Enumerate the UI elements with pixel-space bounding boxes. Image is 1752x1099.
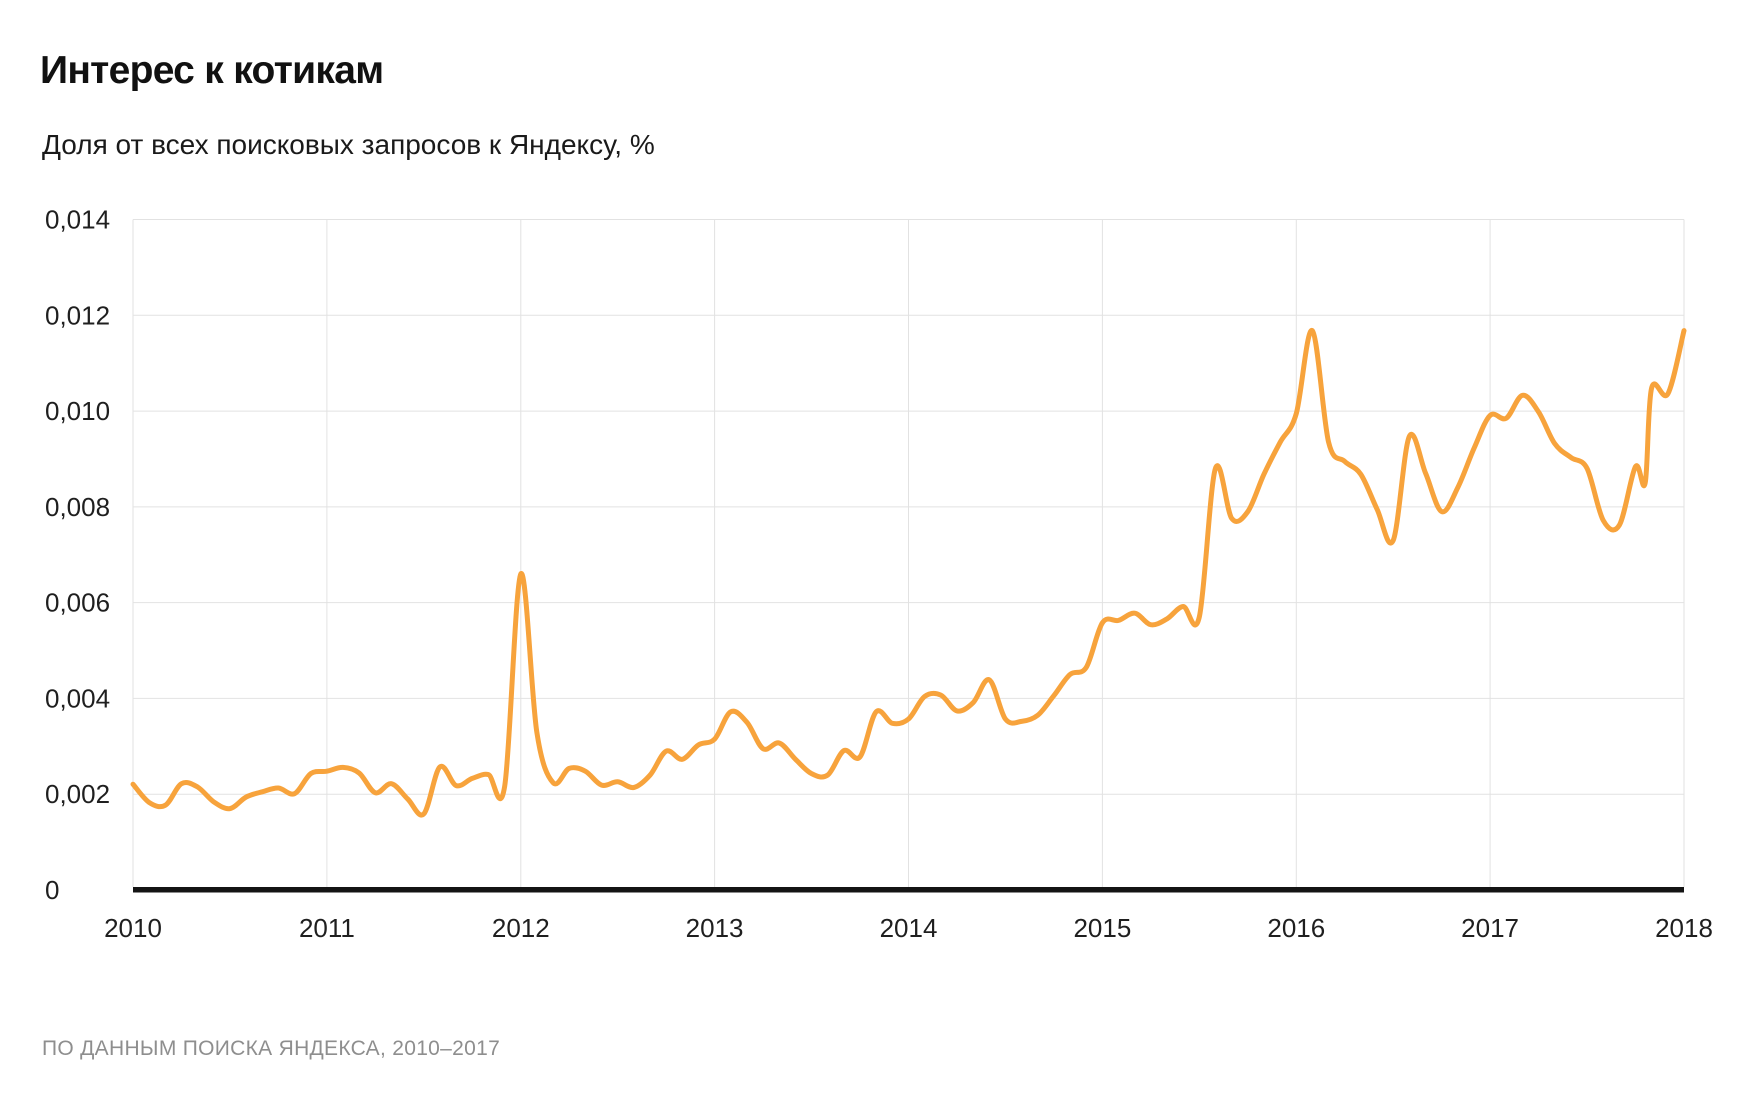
series-line: [130, 328, 1687, 818]
x-axis-line: [133, 887, 1684, 893]
x-tick-label: 2018: [1655, 913, 1713, 943]
x-tick-label: 2014: [880, 913, 938, 943]
y-tick-label: 0,014: [45, 205, 110, 235]
y-tick-label: 0,006: [45, 588, 110, 618]
x-tick-label: 2017: [1461, 913, 1519, 943]
chart-subtitle: Доля от всех поисковых запросов к Яндекс…: [42, 129, 655, 160]
y-tick-label: 0,004: [45, 683, 110, 713]
x-tick-label: 2013: [686, 913, 744, 943]
y-tick-label: 0,012: [45, 300, 110, 330]
chart-title: Интерес к котикам: [40, 49, 384, 92]
y-tick-label: 0,010: [45, 396, 110, 426]
y-tick-label: 0: [45, 875, 59, 905]
x-tick-label: 2010: [104, 913, 162, 943]
source-note: ПО ДАННЫМ ПОИСКА ЯНДЕКСА, 2010–2017: [42, 1037, 501, 1060]
x-tick-label: 2016: [1267, 913, 1325, 943]
y-tick-label: 0,008: [45, 492, 110, 522]
x-tick-label: 2011: [299, 913, 355, 943]
x-tick-label: 2015: [1073, 913, 1131, 943]
y-tick-label: 0,002: [45, 779, 110, 809]
x-tick-label: 2012: [492, 913, 550, 943]
